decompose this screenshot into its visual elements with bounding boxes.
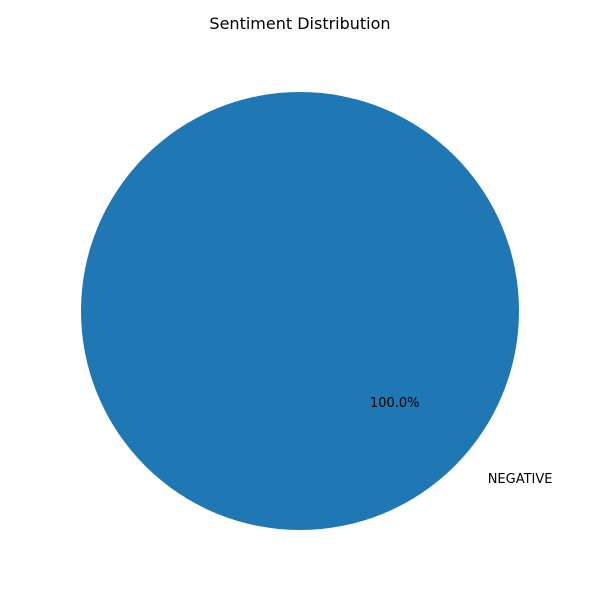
- pie-slice-negative: [81, 92, 519, 530]
- pie-percent-label: 100.0%: [370, 396, 420, 411]
- chart-title: Sentiment Distribution: [209, 14, 390, 33]
- pie-slice-label: NEGATIVE: [488, 472, 553, 487]
- pie-labels: 100.0% NEGATIVE: [370, 396, 553, 487]
- pie-slices: [81, 92, 519, 530]
